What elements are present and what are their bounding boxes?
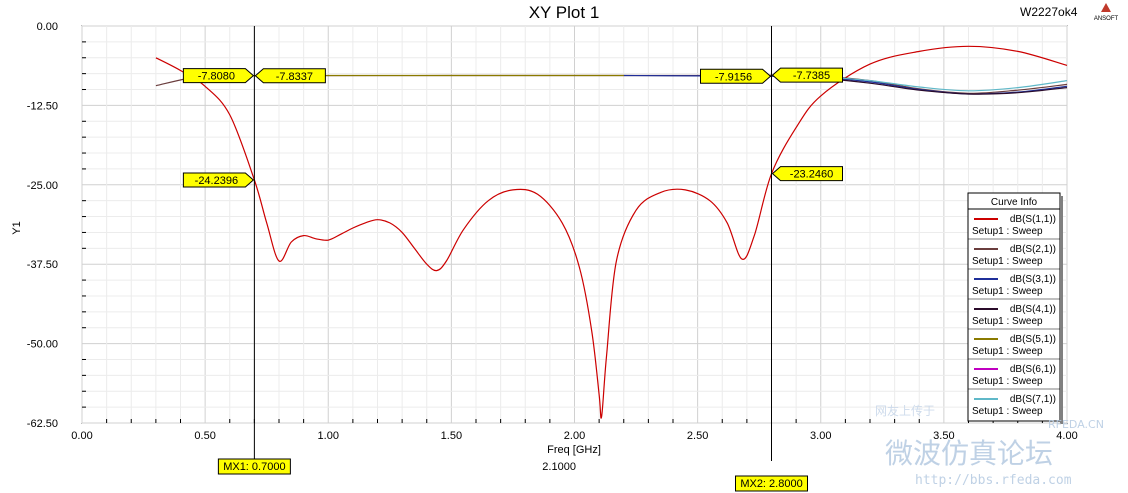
legend-series-setup: Setup1 : Sweep xyxy=(972,226,1043,237)
value-label-text: -24.2396 xyxy=(195,175,238,187)
legend-series-setup: Setup1 : Sweep xyxy=(972,346,1043,357)
legend-entries: dB(S(1,1))Setup1 : SweepdB(S(2,1))Setup1… xyxy=(968,214,1060,417)
x-tick-label: 1.50 xyxy=(441,430,462,442)
ansoft-brand: ANSOFT xyxy=(1094,16,1119,22)
watermark-site-short: RFEDA.CN xyxy=(1048,418,1104,431)
value-label-text: -7.8080 xyxy=(198,71,235,83)
watermark-main-text: 微波仿真论坛 xyxy=(885,437,1053,470)
marker-label-mx1: MX1: 0.7000 xyxy=(223,461,285,473)
x-tick-labels: 0.00 0.50 1.00 1.50 2.00 2.50 3.00 3.50 4.00 xyxy=(71,430,1077,442)
legend-title: Curve Info xyxy=(991,197,1038,208)
frequency-annotation: 2.1000 xyxy=(542,461,576,473)
value-label-text: -7.7385 xyxy=(793,70,830,82)
legend-series-name: dB(S(2,1)) xyxy=(1010,244,1056,255)
y-tick-label: -50.00 xyxy=(27,339,58,351)
legend-series-setup: Setup1 : Sweep xyxy=(972,286,1043,297)
legend-series-setup: Setup1 : Sweep xyxy=(972,406,1043,417)
marker-label-box-mx1[interactable] xyxy=(217,458,291,475)
marker-label-mx2: MX2: 2.8000 xyxy=(740,478,802,490)
chart-title: XY Plot 1 xyxy=(529,3,600,22)
marker-label-box-mx2[interactable] xyxy=(735,475,808,492)
value-label-flag xyxy=(700,68,772,84)
x-axis-label: Freq [GHz] xyxy=(547,444,601,456)
legend-series-name: dB(S(1,1)) xyxy=(1010,214,1056,225)
x-tick-label: 2.00 xyxy=(564,430,585,442)
y-tick-label: -12.50 xyxy=(27,100,58,112)
value-label-flag xyxy=(182,68,255,84)
x-tick-label: 3.50 xyxy=(933,430,954,442)
x-tick-label: 0.00 xyxy=(71,430,92,442)
x-tick-label: 4.00 xyxy=(1056,430,1077,442)
y-tick-label: -25.00 xyxy=(27,180,58,192)
value-label-flag xyxy=(254,68,326,84)
y-axis-label: Y1 xyxy=(11,221,23,234)
legend-series-name: dB(S(4,1)) xyxy=(1010,304,1056,315)
y-tick-label: -62.50 xyxy=(27,418,58,430)
grid xyxy=(81,25,1068,424)
value-label-flag xyxy=(182,172,255,188)
x-tick-label: 2.50 xyxy=(687,430,708,442)
value-label-text: -23.2460 xyxy=(790,169,833,181)
y-tick-label: -37.50 xyxy=(27,259,58,271)
curve-info-legend[interactable]: Curve Info dB(S(1,1))Setup1 : SweepdB(S(… xyxy=(967,192,1063,424)
watermark: 网友上传于 RFEDA.CN 微波仿真论坛 http://bbs.rfeda.c… xyxy=(875,403,1104,488)
legend-series-name: dB(S(7,1)) xyxy=(1010,394,1056,405)
y-tick-label: 0.00 xyxy=(37,21,58,33)
value-label-flag xyxy=(771,67,843,83)
value-label-flag xyxy=(771,166,843,182)
x-tick-label: 1.00 xyxy=(318,430,339,442)
y-tick-labels: 0.00 -12.50 -25.00 -37.50 -50.00 -62.50 xyxy=(27,21,58,430)
legend-series-setup: Setup1 : Sweep xyxy=(972,376,1043,387)
watermark-faint-text: 网友上传于 xyxy=(875,403,935,418)
x-tick-label: 0.50 xyxy=(194,430,215,442)
legend-series-setup: Setup1 : Sweep xyxy=(972,256,1043,267)
legend-series-name: dB(S(3,1)) xyxy=(1010,274,1056,285)
legend-series-name: dB(S(6,1)) xyxy=(1010,364,1056,375)
ansoft-logo: ANSOFT xyxy=(1094,3,1119,22)
series-line-1 xyxy=(155,45,1068,419)
value-label-text: -7.8337 xyxy=(276,71,313,83)
legend-series-name: dB(S(5,1)) xyxy=(1010,334,1056,345)
value-label-layer: -7.8080 -7.8337 -24.2396 -7.9156 -7.7385 -23.… xyxy=(182,67,843,188)
project-name: W2227ok4 xyxy=(1020,5,1078,19)
x-tick-label: 3.00 xyxy=(810,430,831,442)
legend-series-setup: Setup1 : Sweep xyxy=(972,316,1043,327)
marker-layer: MX1: 0.7000 MX2: 2.8000 xyxy=(217,26,808,492)
watermark-url: http://bbs.rfeda.com xyxy=(915,473,1072,488)
value-label-text: -7.9156 xyxy=(715,71,752,83)
